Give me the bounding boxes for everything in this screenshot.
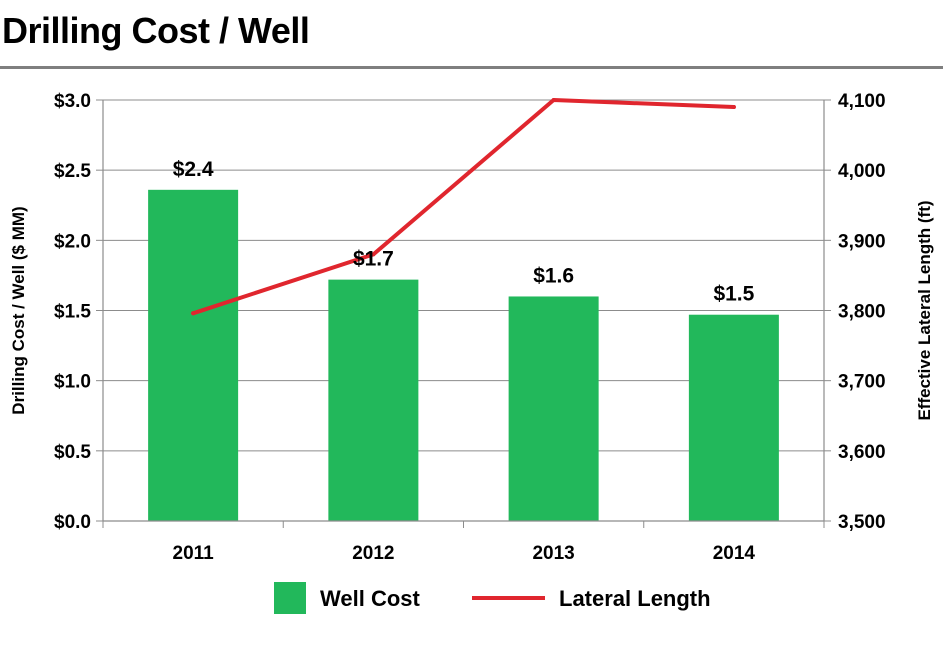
x-tick-label: 2013 — [532, 543, 574, 564]
left-tick-label: $2.5 — [54, 161, 91, 182]
right-axis-title: Effective Lateral Length (ft) — [915, 200, 934, 420]
bar-well-cost — [688, 314, 779, 521]
bar-well-cost — [508, 296, 599, 521]
right-tick-label: 4,000 — [838, 161, 886, 182]
bar-data-label: $1.6 — [533, 264, 574, 287]
lateral-length-point — [551, 98, 556, 102]
legend-well-cost-label: Well Cost — [320, 586, 421, 611]
lateral-length-point — [191, 311, 196, 316]
left-tick-label: $2.0 — [54, 231, 91, 252]
page-title: Drilling Cost / Well — [2, 10, 310, 51]
right-tick-label: 3,700 — [838, 372, 886, 393]
legend-well-cost-swatch — [274, 582, 306, 614]
right-tick-label: 3,500 — [838, 512, 886, 533]
lateral-length-point — [371, 252, 376, 257]
bars — [148, 189, 779, 521]
right-tick-label: 3,800 — [838, 302, 886, 323]
right-tick-label: 3,600 — [838, 442, 886, 463]
left-tick-label: $3.0 — [54, 91, 91, 112]
x-tick-label: 2014 — [713, 543, 756, 564]
x-tick-label: 2012 — [352, 543, 394, 564]
left-tick-label: $1.5 — [54, 302, 91, 323]
left-tick-label: $0.5 — [54, 442, 91, 463]
x-tick-label: 2011 — [173, 543, 215, 564]
title-divider — [0, 66, 943, 69]
bar-well-cost — [148, 189, 239, 521]
labels: $0.0 3,500 $0.5 3,600 $1.0 3,700 $1.5 3,800 $2.0… — [9, 91, 934, 564]
lateral-length-point — [731, 105, 736, 110]
axes — [96, 99, 831, 528]
right-tick-label: 3,900 — [838, 231, 886, 252]
legend-lateral-length-label: Lateral Length — [559, 586, 711, 611]
right-tick-label: 4,100 — [838, 91, 886, 112]
lateral-length-line — [191, 98, 736, 316]
lateral-length-line-group — [191, 98, 736, 316]
left-tick-label: $0.0 — [54, 512, 91, 533]
left-tick-label: $1.0 — [54, 372, 91, 393]
bar-data-label: $1.7 — [353, 248, 394, 271]
bar-well-cost — [328, 279, 419, 521]
left-axis-title: Drilling Cost / Well ($ MM) — [9, 206, 28, 414]
bar-data-label: $2.4 — [173, 158, 214, 181]
bar-data-label: $1.5 — [713, 283, 754, 306]
legend: Well Cost Lateral Length — [274, 582, 711, 614]
